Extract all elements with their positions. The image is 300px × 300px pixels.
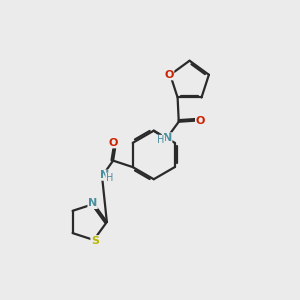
Text: O: O bbox=[108, 138, 118, 148]
Text: H: H bbox=[157, 135, 165, 145]
Text: O: O bbox=[196, 116, 205, 126]
Text: S: S bbox=[91, 236, 99, 246]
Text: N: N bbox=[163, 133, 172, 143]
Text: O: O bbox=[164, 70, 174, 80]
Text: H: H bbox=[106, 173, 113, 183]
Text: N: N bbox=[88, 199, 97, 208]
Text: N: N bbox=[100, 170, 109, 180]
